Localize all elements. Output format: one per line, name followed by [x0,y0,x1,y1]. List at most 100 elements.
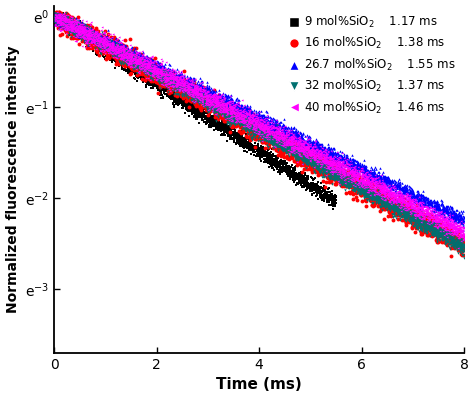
Point [133,49,140,55]
Point [307,148,315,155]
Point [362,178,370,184]
Point [88,28,95,35]
Point [175,88,182,94]
Point [218,121,226,128]
Point [391,183,399,190]
Point [83,27,91,34]
Point [92,33,100,39]
Point [154,62,162,69]
Point [91,33,98,40]
Point [238,120,246,126]
Point [151,68,158,75]
Point [147,68,155,74]
Point [412,215,420,221]
Point [149,67,157,73]
Point [328,188,336,195]
Point [113,37,120,43]
Point [82,31,90,37]
Point [230,101,237,107]
Point [281,160,288,166]
Point [450,237,458,244]
Point [179,92,187,99]
Point [370,166,377,172]
Point [91,30,99,37]
Point [221,99,229,105]
Point [65,26,73,32]
Point [201,100,209,106]
Point [159,82,167,89]
Point [210,102,217,108]
Point [211,97,219,103]
Point [234,101,241,107]
Point [413,197,420,204]
Point [388,193,395,199]
Point [343,157,351,164]
Point [415,217,423,223]
Point [165,88,173,94]
Point [203,92,210,98]
Point [297,172,304,178]
Point [345,172,352,179]
Point [323,163,331,170]
Point [86,27,94,34]
Point [359,178,366,184]
Point [361,189,369,195]
Point [196,95,203,101]
Point [437,212,444,219]
Point [345,177,352,183]
Point [68,25,75,31]
Point [132,45,140,52]
Point [328,160,336,166]
Point [67,31,75,37]
Point [398,208,405,214]
Point [273,155,280,162]
Point [410,202,418,208]
Point [60,25,67,32]
Point [374,175,382,181]
Point [281,132,288,139]
Point [365,173,373,179]
Point [163,67,170,74]
Point [269,140,276,147]
Point [128,65,135,71]
Point [261,117,269,123]
Point [344,171,351,178]
Point [312,193,319,199]
Point [445,224,452,231]
Point [319,146,327,152]
Point [370,192,377,199]
Point [155,76,162,83]
Point [219,109,226,115]
Point [428,218,436,224]
Point [287,140,294,147]
Point [404,218,411,224]
Point [317,145,324,151]
Point [327,158,335,165]
Point [156,72,164,79]
Point [235,114,242,121]
Point [435,215,442,221]
Point [212,107,219,113]
Point [335,155,343,161]
Point [185,84,192,90]
Point [448,224,456,231]
Point [148,82,155,88]
Point [151,71,158,77]
Point [83,23,91,29]
Point [279,137,287,144]
Point [378,188,386,194]
Point [184,88,191,95]
Point [155,78,162,84]
Point [239,108,247,115]
Point [383,192,391,198]
Point [197,91,204,98]
Point [416,228,423,234]
Point [399,197,407,203]
Point [126,60,134,66]
Point [311,170,319,176]
Point [92,36,100,43]
Point [203,104,210,110]
Point [154,70,161,77]
Point [330,193,338,199]
Point [340,155,347,161]
